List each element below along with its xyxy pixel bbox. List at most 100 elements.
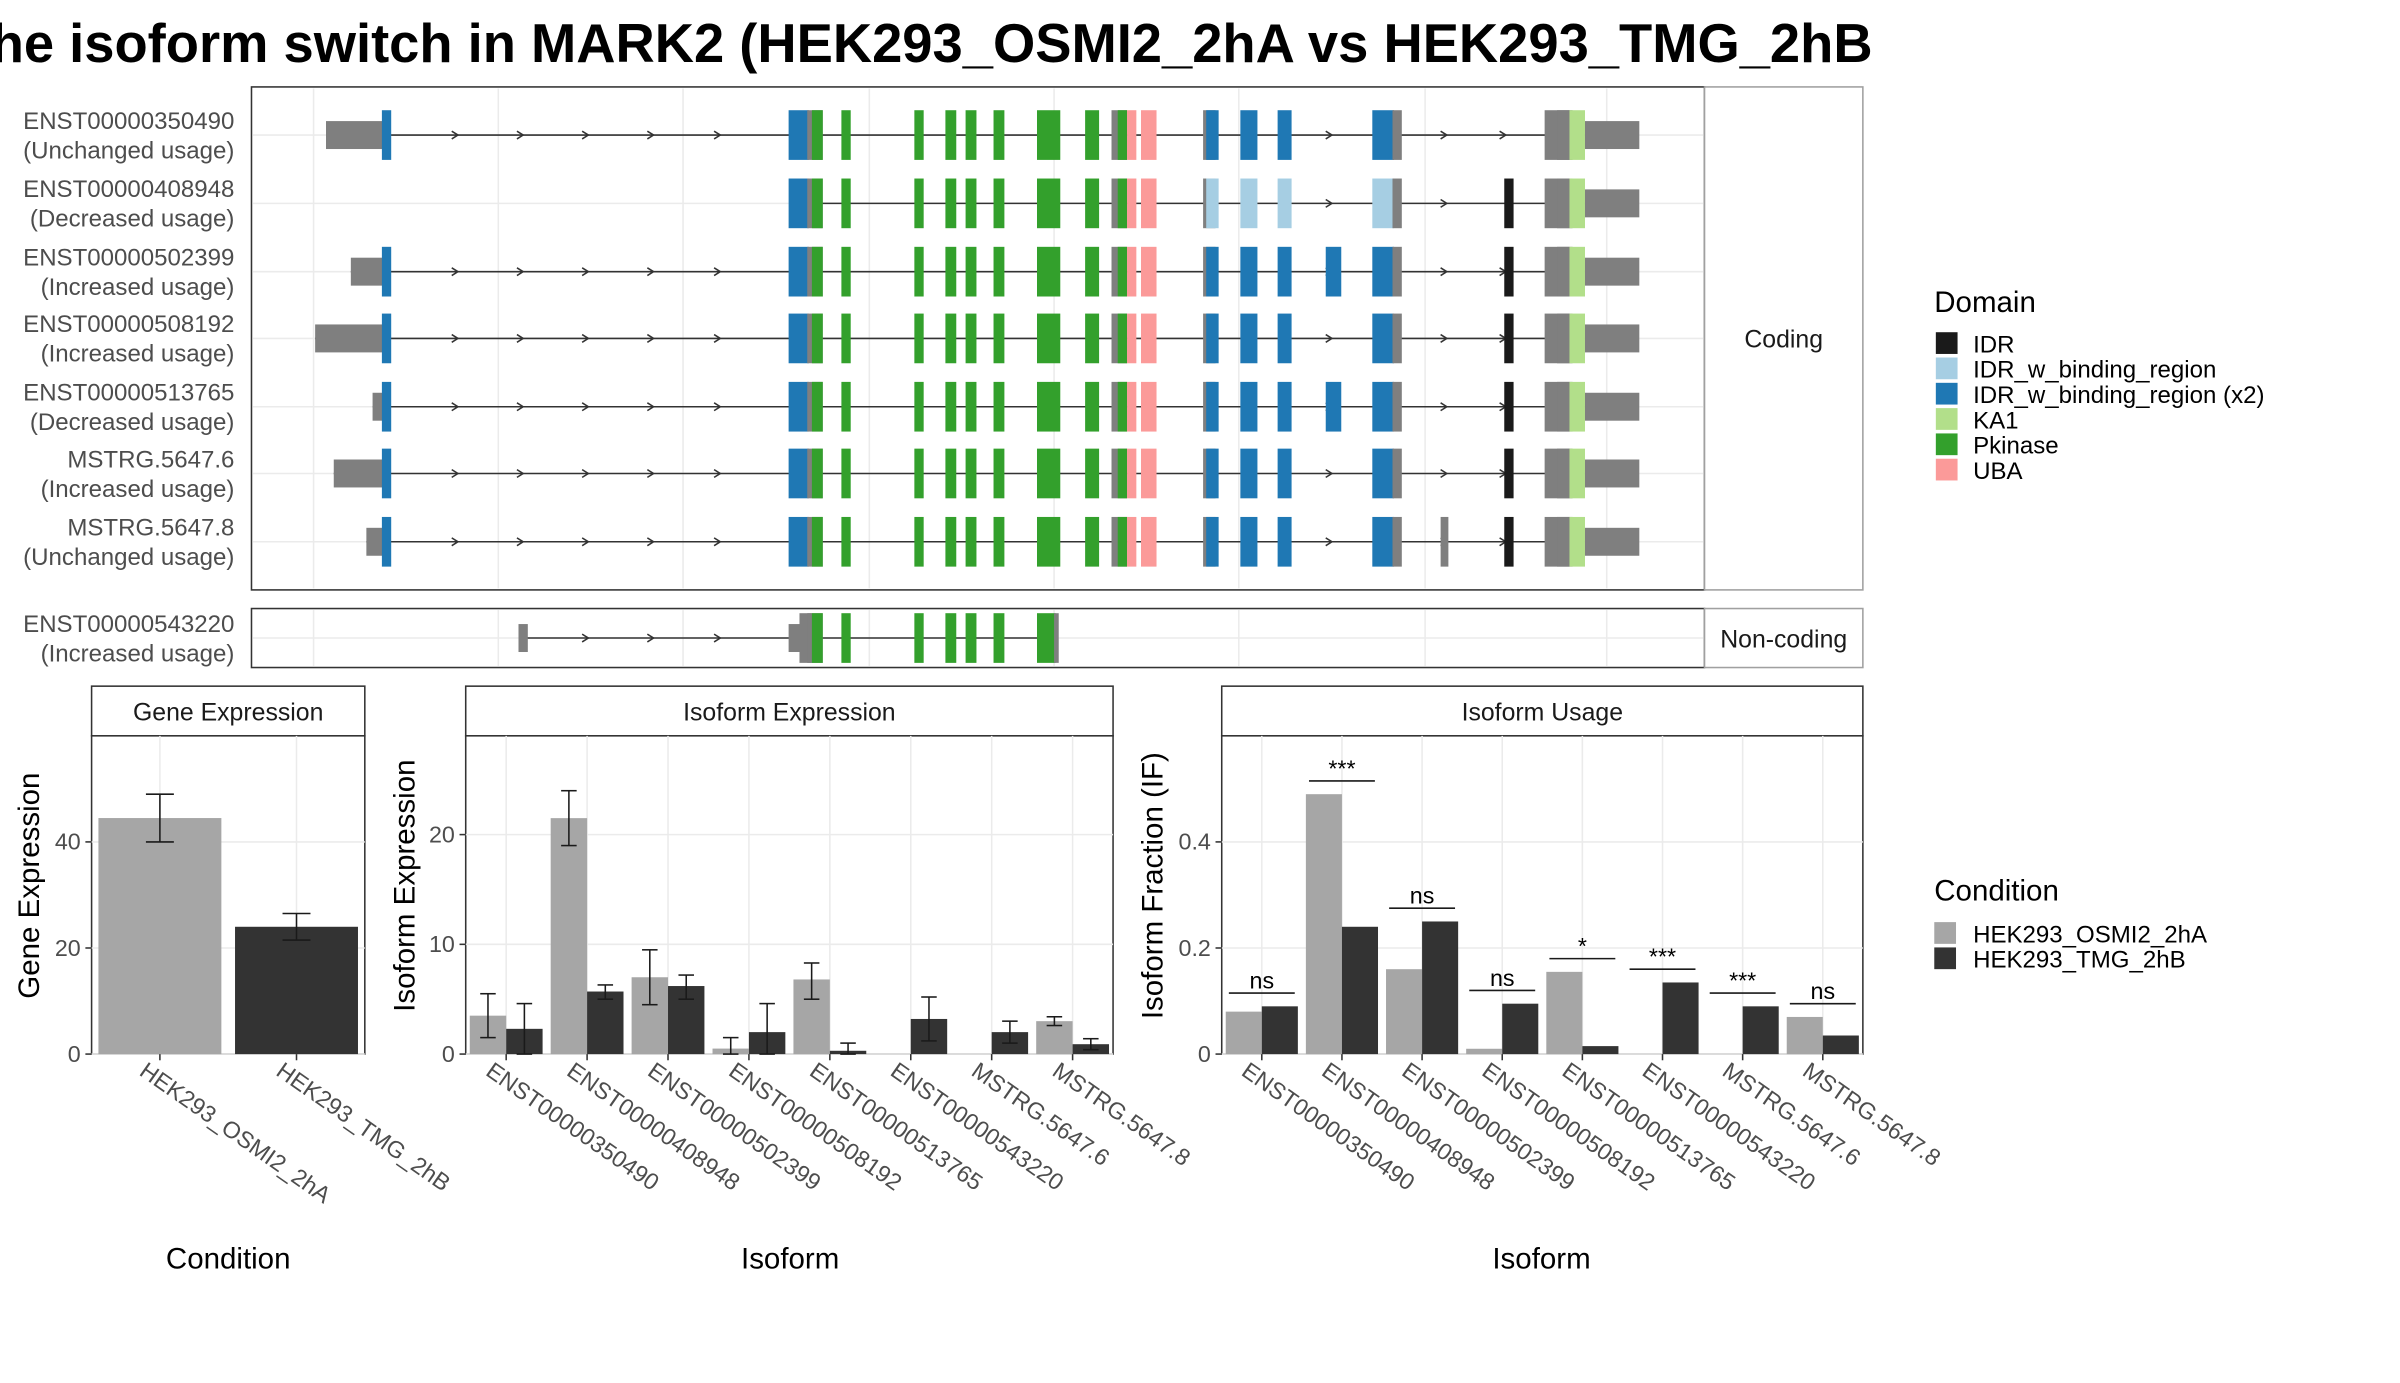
exon-block xyxy=(1117,381,1128,432)
exon-block xyxy=(381,110,392,160)
exon-block xyxy=(811,246,823,297)
exon-block xyxy=(841,448,851,499)
transcript-usage-label: (Increased usage) xyxy=(41,341,235,368)
exon-block xyxy=(811,381,823,432)
panel-title-strip xyxy=(90,685,366,737)
exon-block xyxy=(965,110,977,160)
direction-arrow xyxy=(1325,537,1334,547)
transcript-usage-label: (Increased usage) xyxy=(41,274,235,301)
exon-block xyxy=(993,246,1005,297)
exon-block xyxy=(1240,381,1258,432)
exon-block xyxy=(381,448,392,499)
exon-block xyxy=(1504,448,1514,499)
domain-legend-title: Domain xyxy=(1934,286,2036,319)
transcript-id-label: ENST00000350490 xyxy=(23,108,234,135)
direction-arrow xyxy=(1440,402,1449,412)
condition-legend-swatch xyxy=(1934,947,1957,970)
utr-block xyxy=(1392,246,1402,297)
coding-facet-label: Coding xyxy=(1744,327,1823,354)
exon-block xyxy=(945,448,957,499)
transcript-1 xyxy=(788,178,1640,229)
exon-block xyxy=(1141,381,1157,432)
exon-block xyxy=(1036,178,1061,229)
exon-block xyxy=(1206,246,1219,297)
transcript-usage-label: (Decreased usage) xyxy=(30,206,235,233)
exon-block xyxy=(1240,246,1258,297)
exon-block xyxy=(1036,110,1061,160)
significance-label: ns xyxy=(1250,967,1275,993)
transcript-id-label: ENST00000508192 xyxy=(23,311,234,338)
utr-block xyxy=(1584,459,1640,488)
direction-arrow xyxy=(1325,198,1334,208)
transcript-id-label: ENST00000408948 xyxy=(23,176,234,203)
domain-legend-swatch xyxy=(1935,382,1958,405)
direction-arrow xyxy=(516,402,525,412)
exon-block xyxy=(788,448,809,499)
domain-legend-label: IDR_w_binding_region (x2) xyxy=(1973,382,2264,409)
exon-block xyxy=(811,516,823,567)
transcript-usage-label: (Increased usage) xyxy=(41,640,235,667)
bar xyxy=(1786,1016,1823,1055)
direction-arrow xyxy=(581,633,590,643)
exon-block xyxy=(811,110,823,160)
bar xyxy=(1036,1021,1073,1055)
domain-legend-label: KA1 xyxy=(1973,407,2018,434)
exon-block xyxy=(1127,313,1137,364)
exon-block xyxy=(1372,178,1395,229)
bar xyxy=(1742,1006,1779,1055)
direction-arrow xyxy=(516,468,525,479)
direction-arrow xyxy=(451,402,460,412)
utr-block xyxy=(1584,324,1640,353)
exon-block xyxy=(965,448,977,499)
exon-block xyxy=(1504,313,1514,364)
exon-block xyxy=(1569,516,1585,567)
utr-block xyxy=(1557,246,1573,297)
domain-legend-swatch xyxy=(1935,332,1958,354)
direction-arrow xyxy=(581,333,590,343)
utr-block xyxy=(1392,110,1402,160)
bar xyxy=(550,818,588,1055)
direction-arrow xyxy=(516,333,525,343)
direction-arrow xyxy=(581,130,590,140)
exon-block xyxy=(1036,448,1061,499)
exon-block xyxy=(1569,313,1585,364)
direction-arrow xyxy=(1440,198,1449,208)
exon-block xyxy=(993,178,1005,229)
exon-block xyxy=(1569,110,1585,160)
exon-block xyxy=(1504,178,1514,229)
exon-block xyxy=(1085,381,1100,432)
exon-block xyxy=(1277,448,1292,499)
significance-label: ns xyxy=(1811,978,1836,1004)
exon-block xyxy=(788,178,809,229)
exon-block xyxy=(945,246,957,297)
exon-block xyxy=(1325,246,1342,297)
exon-block xyxy=(841,516,851,567)
direction-arrow xyxy=(1325,468,1334,479)
exon-block xyxy=(1240,448,1258,499)
direction-arrow xyxy=(713,267,722,277)
utr-block xyxy=(1054,613,1059,663)
exon-block xyxy=(1277,381,1292,432)
direction-arrow xyxy=(1325,333,1334,343)
plot-title: he isoform switch in MARK2 (HEK293_OSMI2… xyxy=(0,13,1873,74)
exon-block xyxy=(1036,613,1056,663)
exon-block xyxy=(965,246,977,297)
exon-block xyxy=(1117,246,1128,297)
exon-block xyxy=(1036,381,1061,432)
domain-legend-swatch xyxy=(1935,357,1958,380)
exon-block xyxy=(1117,516,1128,567)
exon-block xyxy=(1277,110,1292,160)
direction-arrow xyxy=(646,468,656,479)
exon-block xyxy=(788,516,809,567)
exon-block xyxy=(841,110,851,160)
direction-arrow xyxy=(516,130,525,140)
exon-block xyxy=(1504,381,1514,432)
bar xyxy=(1502,1003,1539,1055)
x-axis-label: Isoform xyxy=(741,1242,839,1275)
domain-legend-label: IDR_w_binding_region xyxy=(1973,357,2216,384)
bar xyxy=(235,926,358,1055)
direction-arrow xyxy=(451,537,460,547)
bar xyxy=(1466,1048,1503,1055)
noncoding-facet-label: Non-coding xyxy=(1720,626,1847,653)
direction-arrow xyxy=(1440,468,1449,479)
